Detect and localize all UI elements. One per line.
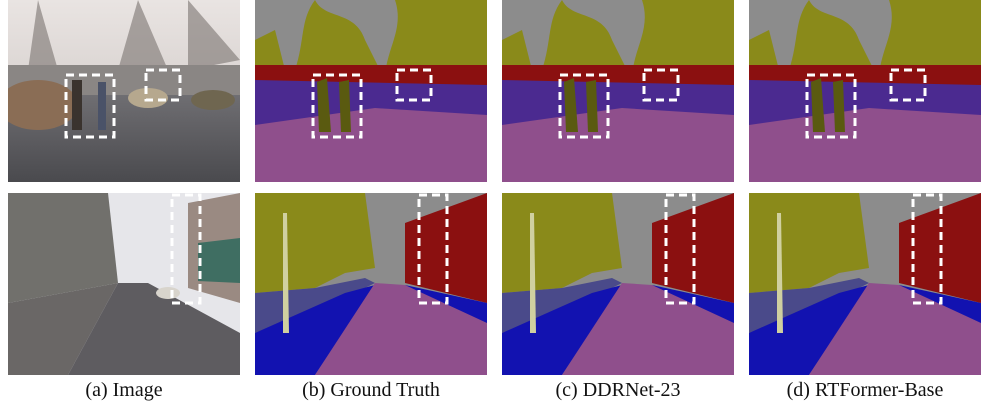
image-panel: [8, 193, 240, 375]
caption: (a) Image: [85, 379, 162, 401]
image-panel: [0, 0, 240, 182]
rtformer-panel: [749, 193, 981, 375]
ddrnet-panel: [502, 0, 734, 182]
figure: (a) Image (b) Ground Truth (c) DDRNet-23…: [0, 0, 984, 408]
caption: (b) Ground Truth: [302, 379, 440, 401]
caption: (d) RTFormer-Base: [787, 379, 944, 401]
gt-panel: [255, 0, 487, 182]
gt-panel: [255, 193, 487, 375]
caption: (c) DDRNet-23: [556, 379, 681, 401]
rtformer-panel: [749, 0, 981, 182]
ddrnet-panel: [502, 193, 734, 375]
